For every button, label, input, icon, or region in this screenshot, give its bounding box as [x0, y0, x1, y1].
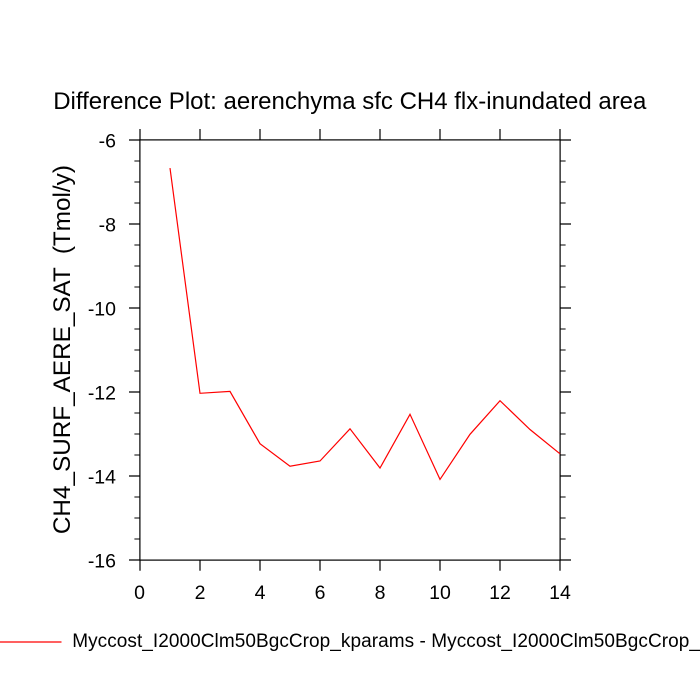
- svg-text:6: 6: [315, 582, 326, 604]
- svg-text:CH4_SURF_AERE_SAT (Tmol/y): CH4_SURF_AERE_SAT (Tmol/y): [49, 165, 76, 534]
- svg-text:0: 0: [134, 582, 145, 604]
- svg-text:2: 2: [195, 582, 206, 604]
- svg-text:12: 12: [489, 582, 511, 604]
- svg-text:-12: -12: [88, 382, 116, 404]
- svg-text:-8: -8: [99, 214, 116, 236]
- svg-text:10: 10: [429, 582, 451, 604]
- svg-text:Myccost_I2000Clm50BgcCrop_kpar: Myccost_I2000Clm50BgcCrop_kparams - Mycc…: [72, 631, 700, 652]
- svg-text:14: 14: [549, 582, 571, 604]
- svg-text:-10: -10: [88, 298, 116, 320]
- svg-text:-14: -14: [88, 466, 116, 488]
- svg-text:Difference Plot: aerenchyma sf: Difference Plot: aerenchyma sfc CH4 flx-…: [53, 88, 647, 115]
- svg-text:8: 8: [375, 582, 386, 604]
- svg-text:-6: -6: [99, 130, 116, 152]
- svg-text:4: 4: [255, 582, 266, 604]
- svg-text:-16: -16: [88, 550, 116, 572]
